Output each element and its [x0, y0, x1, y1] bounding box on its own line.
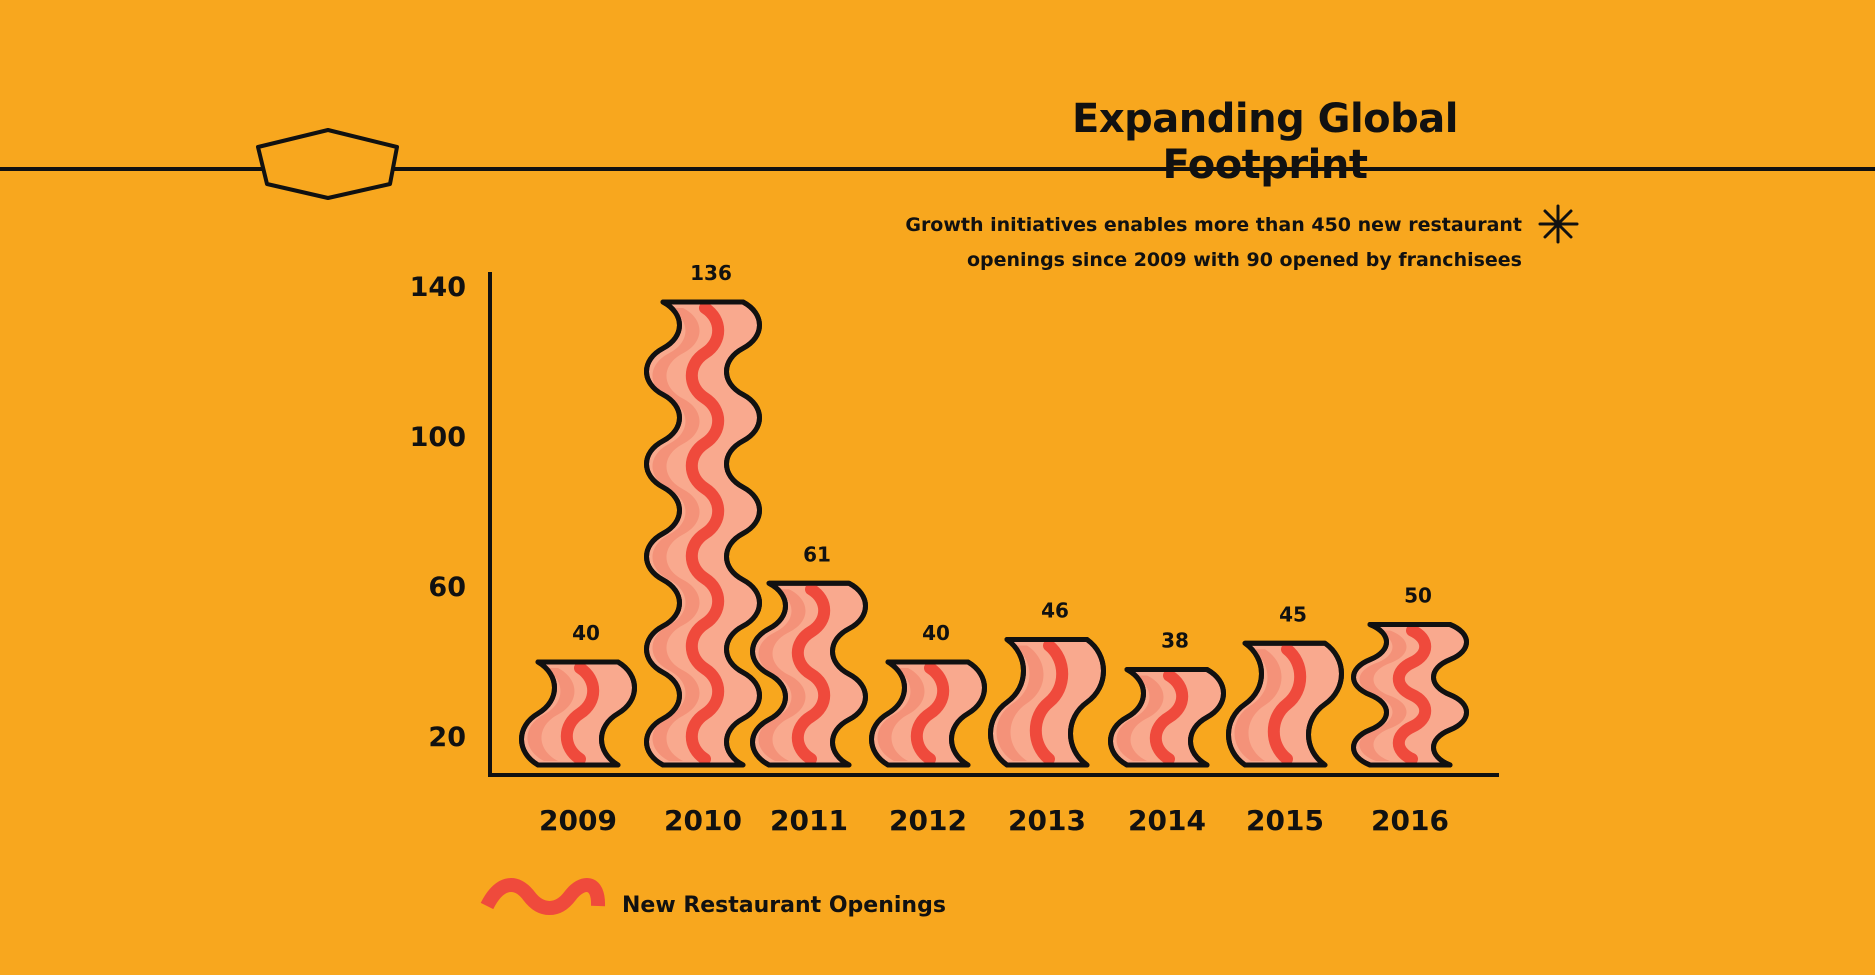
x-tick-label: 2013 — [1008, 804, 1086, 837]
y-tick-label: 60 — [428, 572, 466, 603]
x-tick-label: 2016 — [1371, 804, 1449, 837]
x-tick-label: 2015 — [1246, 804, 1324, 837]
bar-stripe — [791, 583, 831, 765]
bar-outline — [1108, 667, 1226, 768]
data-label: 45 — [1279, 602, 1307, 626]
bar-group: 40 — [869, 621, 987, 768]
legend: New Restaurant Openings — [480, 878, 946, 918]
bar-shade — [1234, 649, 1282, 761]
data-label: 50 — [1404, 584, 1432, 608]
bar-stripe — [910, 662, 950, 765]
data-label: 46 — [1041, 599, 1069, 623]
y-tick-label: 20 — [428, 722, 466, 753]
data-label: 61 — [803, 542, 831, 566]
y-tick-label: 140 — [410, 272, 466, 303]
bar-stripe — [1029, 639, 1069, 765]
x-tick-label: 2014 — [1128, 804, 1206, 837]
data-label: 40 — [922, 621, 950, 645]
y-tick-label: 100 — [410, 422, 466, 453]
bar-outline — [750, 580, 868, 768]
annotation-line-2: openings since 2009 with 90 opened by fr… — [966, 249, 1522, 271]
x-tick-label: 2011 — [770, 804, 848, 837]
asterisk-icon — [1538, 204, 1579, 244]
bar-stripe — [1267, 643, 1307, 765]
chart-title: Expanding Global Footprint — [1072, 96, 1458, 188]
bar-shade — [758, 589, 806, 761]
x-tick-label: 2010 — [664, 804, 742, 837]
bar-outline — [644, 299, 762, 768]
annotation-note: Growth initiatives enables more than 450… — [902, 208, 1522, 278]
bar-shade — [996, 645, 1044, 761]
bar-group: 61 — [750, 542, 868, 768]
bar-group: 46 — [988, 599, 1106, 768]
bar-stripe — [1392, 624, 1432, 765]
bar-outline — [869, 659, 987, 768]
data-label: 136 — [690, 261, 732, 285]
bar-shade — [877, 668, 925, 761]
bacon-wave-icon — [480, 878, 605, 915]
legend-label: New Restaurant Openings — [622, 893, 946, 918]
data-label: 38 — [1161, 629, 1189, 653]
bar-group: 38 — [1108, 629, 1226, 768]
bar-group: 50 — [1351, 584, 1469, 768]
bar-outline — [1226, 640, 1344, 768]
bar-stripe — [1149, 669, 1189, 765]
bar-outline — [519, 659, 637, 768]
x-tick-label: 2009 — [539, 804, 617, 837]
bar-group: 40 — [519, 621, 637, 768]
hexagon-badge-icon — [256, 128, 399, 200]
annotation-line-1: Growth initiatives enables more than 450… — [905, 214, 1522, 236]
bar-group: 45 — [1226, 602, 1344, 768]
x-tick-label: 2012 — [889, 804, 967, 837]
bar-outline — [1351, 622, 1469, 768]
bar-outline — [988, 637, 1106, 768]
bar-stripe — [685, 302, 725, 765]
bar-shade — [527, 668, 575, 761]
bar-shade — [1116, 675, 1164, 761]
bar-shade — [1359, 630, 1407, 761]
data-label: 40 — [572, 621, 600, 645]
bar-stripe — [560, 662, 600, 765]
bar-shade — [652, 308, 700, 761]
bar-group: 136 — [644, 261, 762, 768]
